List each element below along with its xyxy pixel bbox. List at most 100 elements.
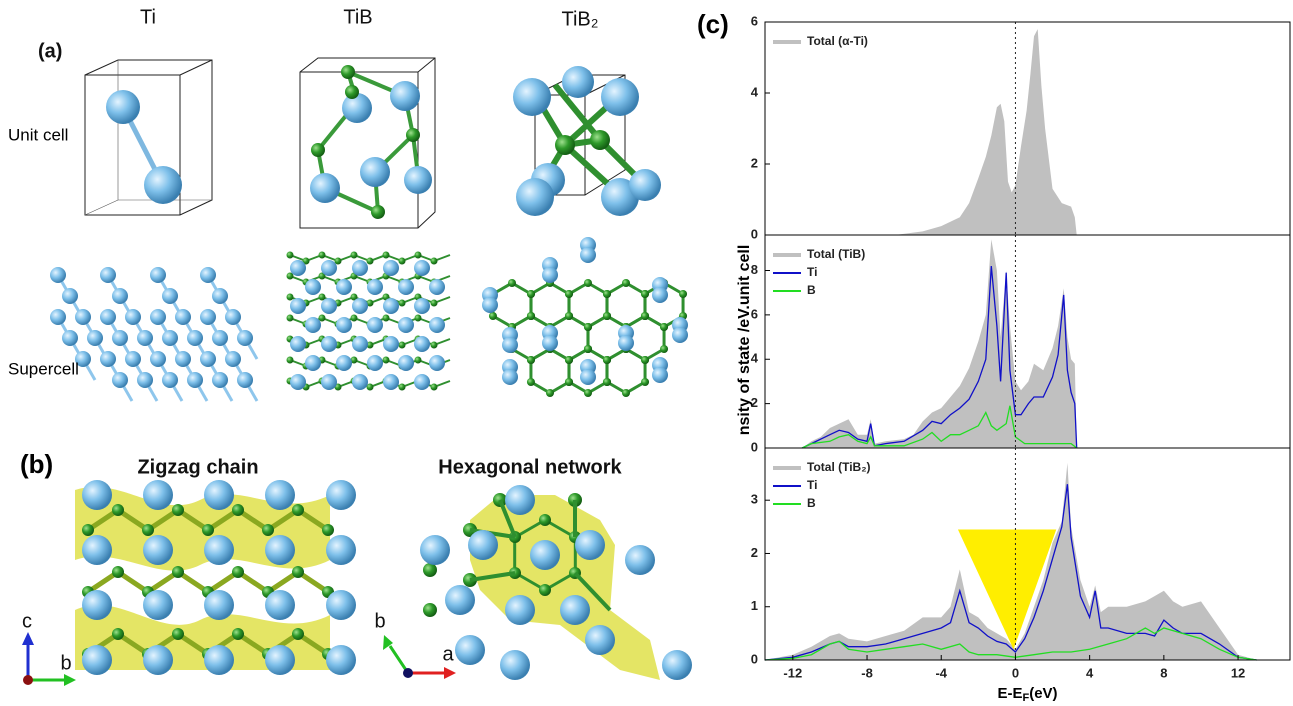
atom: [162, 288, 178, 304]
y-tick-label: 4: [751, 84, 759, 99]
arrowhead: [64, 674, 76, 686]
atom: [351, 252, 358, 259]
atom: [265, 645, 295, 675]
atom: [265, 590, 295, 620]
legend-label: Total (α-Ti): [807, 34, 868, 48]
atom: [505, 485, 535, 515]
atom: [200, 267, 216, 283]
dos-panel: 0123Total (TiB₂)TiB-12-8-404812E-EF(eV): [751, 448, 1290, 704]
atom: [319, 252, 326, 259]
atom: [482, 297, 498, 313]
panel-label: (a): [38, 40, 62, 62]
arrowhead: [444, 667, 456, 679]
atom: [399, 342, 406, 349]
atom: [660, 323, 668, 331]
atom: [292, 504, 304, 516]
atom: [565, 312, 573, 320]
legend-label: B: [807, 496, 816, 510]
atom: [641, 356, 649, 364]
y-tick-label: 4: [751, 351, 759, 366]
atom: [398, 317, 414, 333]
atom: [305, 317, 321, 333]
arrowhead: [22, 632, 34, 645]
atom: [414, 260, 430, 276]
page: {"figure":{"panel_a":"(a)","ti":"Ti","ti…: [0, 0, 1293, 706]
atom: [100, 351, 116, 367]
atom: [82, 480, 112, 510]
atom: [225, 351, 241, 367]
y-tick-label: 0: [751, 226, 758, 241]
title: Hexagonal network: [438, 456, 622, 478]
atom: [367, 279, 383, 295]
atom: [367, 317, 383, 333]
atom: [172, 504, 184, 516]
atom: [62, 330, 78, 346]
atom: [137, 330, 153, 346]
atom: [106, 90, 140, 124]
atom: [204, 480, 234, 510]
atom: [162, 372, 178, 388]
structures: [22, 58, 692, 686]
atom: [580, 247, 596, 263]
atom: [431, 342, 438, 349]
atom: [290, 260, 306, 276]
legend-label: B: [807, 283, 816, 297]
atom: [237, 372, 253, 388]
atom: [287, 315, 294, 322]
y-tick-label: 3: [751, 492, 758, 507]
y-tick-label: 0: [751, 439, 758, 454]
atom: [100, 309, 116, 325]
atom: [322, 524, 334, 536]
y-tick-label: 2: [751, 395, 758, 410]
atom: [150, 351, 166, 367]
x-axis-label-part: E-E: [997, 685, 1022, 702]
atom: [390, 81, 420, 111]
atom: [415, 315, 422, 322]
atom: [399, 258, 406, 265]
atom: [445, 585, 475, 615]
atom: [287, 357, 294, 364]
atom: [429, 279, 445, 295]
dos-area: [895, 29, 1077, 235]
atom: [565, 356, 573, 364]
x-tick-label: -4: [935, 665, 947, 680]
atom: [50, 309, 66, 325]
atom: [150, 309, 166, 325]
atom: [311, 143, 325, 157]
atom: [383, 336, 399, 352]
atom: [603, 312, 611, 320]
atom: [383, 252, 390, 259]
atom: [542, 335, 558, 351]
atom: [429, 317, 445, 333]
atom: [336, 279, 352, 295]
legend-label: Total (TiB): [807, 247, 865, 261]
atom: [172, 628, 184, 640]
atom: [352, 374, 368, 390]
atom: [212, 330, 228, 346]
atom: [326, 480, 356, 510]
atom: [399, 384, 406, 391]
atom: [326, 535, 356, 565]
atom: [672, 327, 688, 343]
atom: [423, 563, 437, 577]
atom: [202, 524, 214, 536]
legend-label: Ti: [807, 265, 817, 279]
atom: [641, 290, 649, 298]
atom: [290, 336, 306, 352]
dos-area: [802, 239, 1077, 448]
atom: [565, 378, 573, 386]
x-tick-label: 12: [1231, 665, 1245, 680]
atom: [204, 535, 234, 565]
atom: [82, 645, 112, 675]
atom: [310, 173, 340, 203]
atom: [431, 258, 438, 265]
atom: [652, 367, 668, 383]
origin: [403, 668, 413, 678]
atom: [383, 357, 390, 364]
atom: [516, 178, 554, 216]
y-tick-label: 1: [751, 598, 758, 613]
atom: [383, 260, 399, 276]
atom: [345, 85, 359, 99]
atom: [367, 258, 374, 265]
atom: [601, 78, 639, 116]
